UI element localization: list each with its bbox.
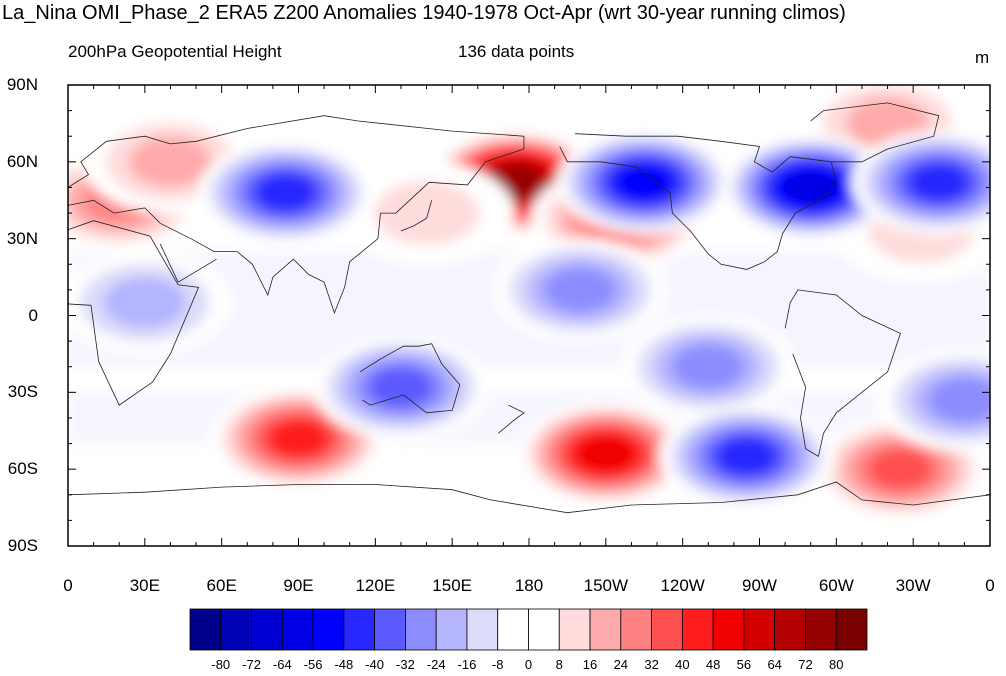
center-subtitle: 136 data points [458, 42, 575, 61]
anomaly-contour [544, 267, 616, 312]
colorbar-label: 80 [828, 657, 844, 672]
anomaly-contour [672, 344, 744, 389]
anomaly-contour [909, 163, 969, 201]
lon-label: 150E [432, 576, 473, 595]
colorbar-label: -8 [491, 657, 504, 672]
anomaly-contour [616, 164, 673, 201]
colorbar-swatch [620, 608, 652, 651]
colorbar-label: -48 [334, 657, 354, 672]
colorbar-label: 56 [736, 657, 752, 672]
anomaly-contour [928, 378, 990, 423]
colorbar-label: -40 [365, 657, 385, 672]
colorbar [189, 608, 868, 651]
colorbar-label: 48 [705, 657, 721, 672]
colorbar-label: -32 [396, 657, 415, 672]
anomaly-contour [783, 170, 838, 205]
anomaly-contour [373, 181, 480, 246]
lat-label: 60N [6, 151, 38, 171]
colorbar-label: 72 [798, 657, 813, 672]
colorbar-swatch [343, 608, 376, 651]
anomaly-field [68, 85, 990, 522]
coastline [400, 200, 433, 232]
colorbar-swatch [651, 608, 683, 651]
anomaly-contour [103, 277, 187, 329]
colorbar-swatch [589, 608, 622, 651]
lat-label: 90S [7, 536, 38, 555]
colorbar-swatch [281, 608, 314, 651]
lon-label: 60W [818, 576, 854, 595]
coastline [68, 115, 525, 315]
colorbar-label: 32 [644, 657, 659, 672]
lat-label: 0 [28, 305, 38, 325]
colorbar-swatch [312, 608, 345, 651]
lon-label: 120E [355, 576, 396, 595]
colorbar-label: 40 [675, 657, 690, 672]
lon-label: 120W [660, 576, 705, 595]
lat-label: 90N [6, 75, 38, 94]
units-label: m [975, 48, 990, 67]
anomaly-contour [868, 449, 933, 490]
left-subtitle: 200hPa Geopotential Height [68, 42, 282, 61]
colorbar-label: -56 [303, 657, 323, 672]
colorbar-swatch [220, 608, 252, 651]
colorbar-label: 16 [582, 657, 598, 672]
coastline [810, 102, 940, 163]
colorbar-swatch [435, 608, 468, 651]
anomaly-contour [129, 136, 212, 188]
lon-label: 30E [129, 576, 160, 595]
anomaly-contour [717, 437, 777, 476]
lat-label: 30N [6, 228, 38, 248]
colorbar-swatch [251, 608, 283, 651]
colorbar-label: 0 [524, 657, 533, 672]
map-title: La_Nina OMI_Phase_2 ERA5 Z200 Anomalies … [2, 2, 846, 24]
colorbar-swatch [405, 608, 437, 651]
colorbar-label: -16 [457, 657, 477, 672]
lon-label: 60E [206, 576, 237, 595]
coastline [68, 481, 990, 514]
colorbar-label: 64 [767, 657, 782, 672]
colorbar-swatch [712, 608, 745, 651]
coastlines [68, 102, 990, 514]
anomaly-contour [256, 173, 316, 212]
anomaly-contour [268, 419, 329, 458]
lon-label: 0 [63, 576, 73, 595]
colorbar-label: -24 [426, 657, 446, 672]
colorbar-swatch [835, 608, 868, 651]
anomaly-contour [368, 367, 433, 408]
lon-label: 90W [742, 576, 777, 595]
colorbar-label: 8 [555, 657, 563, 672]
coastline [559, 133, 837, 270]
lat-label: 60S [7, 459, 38, 479]
lon-label: 150W [583, 576, 629, 595]
colorbar-label: -64 [272, 657, 292, 672]
lon-label: 90E [283, 576, 314, 595]
coastline [498, 404, 525, 434]
lon-label: 180 [514, 576, 544, 595]
colorbar-swatch [374, 608, 406, 651]
coastline [359, 343, 461, 414]
coastline [159, 243, 217, 283]
axis-ticks [67, 84, 991, 547]
anomaly-contour [577, 436, 634, 472]
colorbar-swatch [558, 608, 591, 651]
colorbar-label: -72 [242, 657, 261, 672]
colorbar-swatch [743, 608, 776, 651]
lon-label: 0 [985, 576, 995, 595]
colorbar-swatch [774, 608, 806, 651]
colorbar-label: -80 [211, 657, 231, 672]
colorbar-swatch [805, 608, 837, 651]
colorbar-swatch [189, 608, 222, 651]
colorbar-swatch [466, 608, 499, 651]
coastline [784, 289, 901, 458]
coastline [68, 220, 200, 406]
colorbar-swatch [497, 608, 529, 651]
lon-label: 30W [895, 576, 931, 595]
colorbar-swatch [528, 608, 560, 651]
colorbar-swatch [681, 608, 714, 651]
lat-label: 30S [7, 382, 38, 402]
colorbar-label: 24 [613, 657, 629, 672]
